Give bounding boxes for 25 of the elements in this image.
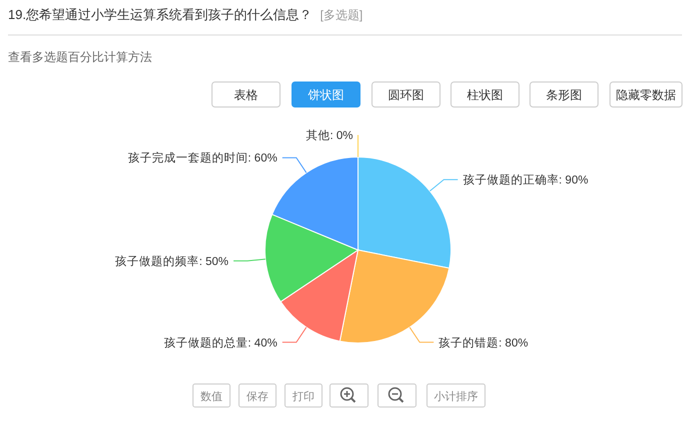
slice-label: 孩子做题的总量	[164, 335, 248, 350]
category-label: 其他	[306, 130, 330, 142]
text: 饼状图	[307, 88, 344, 102]
text: 打印	[292, 390, 314, 403]
slice-label: 孩子的错题	[438, 335, 499, 350]
text: 圆环图	[388, 88, 424, 102]
text: 柱状图	[467, 88, 503, 102]
text: 表格	[234, 88, 258, 102]
text: 保存	[246, 391, 268, 403]
data-label: : 40%	[248, 337, 278, 350]
text: 条形图	[546, 88, 582, 102]
chart-subtitle: [多选题]	[320, 8, 363, 22]
data-label: : 80%	[498, 337, 528, 350]
data-label: : 50%	[199, 256, 229, 268]
slice-label: 孩子做题的正确率	[462, 172, 559, 187]
data-label: : 90%	[558, 174, 588, 187]
text: 隐藏零数据	[616, 88, 676, 102]
text: 小计排序	[434, 390, 478, 403]
text: 查看多选题百分比计算方法	[8, 50, 152, 64]
slice-label: 孩子做题的频率	[115, 254, 200, 268]
slice-label: 孩子完成一套题的时间	[128, 150, 248, 165]
text: 数值	[200, 391, 222, 403]
chart-title: 19.您希望通过小学生运算系统看到孩子的什么信息？	[8, 7, 312, 22]
data-label: : 60%	[248, 152, 278, 165]
text: : 0%	[330, 130, 353, 142]
